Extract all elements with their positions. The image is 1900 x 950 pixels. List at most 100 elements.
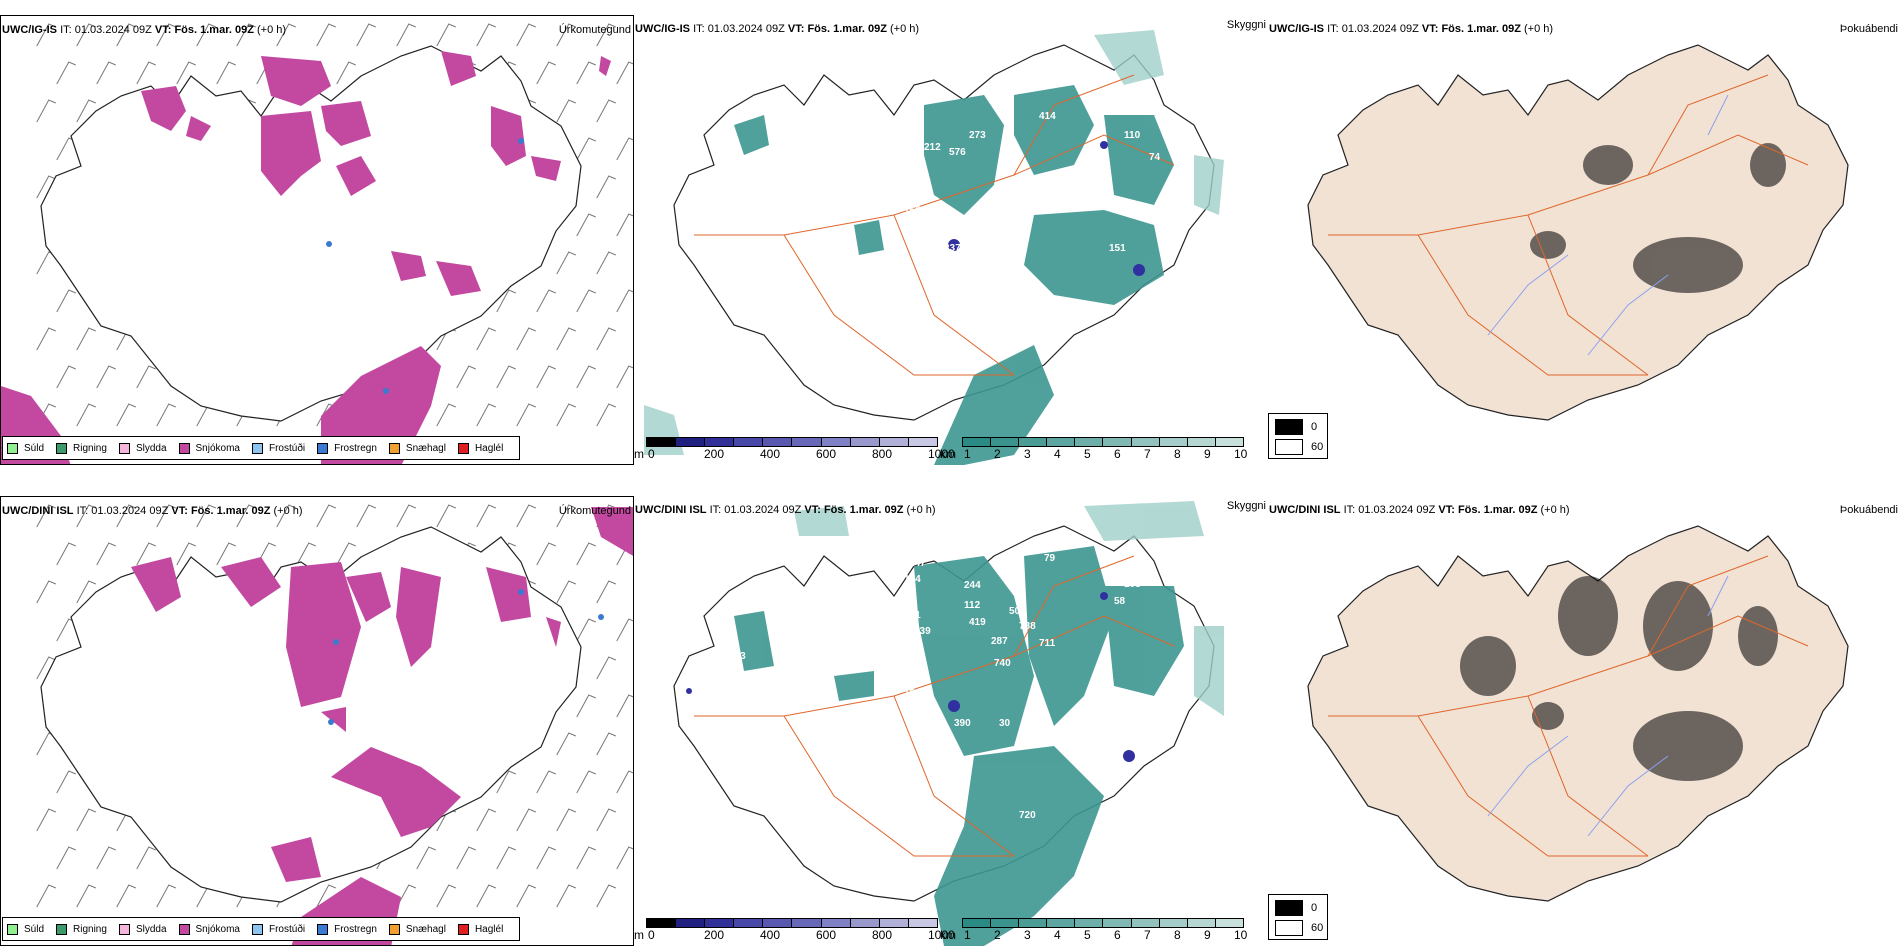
wind-barb (596, 580, 616, 604)
precip-legend-item: Rigning (56, 923, 107, 935)
wind-barb (516, 23, 536, 47)
visibility-value-label: 188 (904, 688, 921, 699)
wind-barb (576, 770, 596, 794)
legend-label: Haglél (474, 442, 504, 454)
wind-barb (616, 365, 633, 389)
legend-swatch (388, 442, 400, 454)
colorbar-segment (1047, 438, 1076, 446)
colorbar-tick-label: 1 (964, 447, 971, 461)
precip-legend-item: Frostúði (251, 923, 305, 935)
wind-barb (276, 23, 296, 47)
colorbar-segment (792, 919, 822, 927)
colorbar-segment (821, 919, 851, 927)
wind-barb (536, 365, 556, 389)
wind-barb (36, 808, 56, 832)
fog-mask-label: 60 (1311, 922, 1324, 934)
visibility-value-label: 244 (904, 127, 921, 138)
wind-barb (556, 808, 576, 832)
visibility-value-label: 171 (1004, 241, 1021, 252)
fog-mask-swatch (1275, 419, 1303, 435)
legend-swatch (251, 442, 263, 454)
wind-barb (76, 884, 96, 908)
moderate-visibility-areas (794, 501, 1224, 716)
wind-barb (516, 504, 536, 528)
visibility-value-label: 237 (944, 243, 961, 254)
legend-swatch (56, 923, 68, 935)
wind-barb (596, 808, 616, 832)
wind-barb (516, 884, 536, 908)
colorbar-segment (1103, 919, 1132, 927)
legend-label: Frostregn (334, 923, 377, 935)
colorbar-segment (1103, 438, 1132, 446)
fog-mask-item: 60 (1275, 920, 1323, 936)
wind-barb (616, 694, 633, 718)
legend-swatch (178, 923, 190, 935)
wind-barb (476, 403, 496, 427)
colorbar-segment (1159, 919, 1188, 927)
fog-mask-legend: 0 60 (1268, 894, 1328, 940)
wind-barb (616, 137, 633, 161)
visibility-value-label: 711 (1039, 638, 1056, 649)
legend-label: Frostregn (334, 442, 377, 454)
precip-legend: Súld Rigning Slydda Snjókoma Frostúði Frostre… (2, 436, 521, 460)
colorbar-segment (763, 919, 793, 927)
fog-map-canvas (1307, 525, 1849, 902)
visibility-value-label: 134 (904, 574, 921, 585)
wind-barb (36, 884, 56, 908)
road-network (1328, 74, 1809, 376)
moderate-visibility-areas (644, 30, 1224, 455)
colorbar-tick-label: 600 (816, 447, 837, 461)
wind-barb (356, 23, 376, 47)
visibility-value-label: 576 (949, 147, 966, 158)
colorbar-tick-label: 0 (648, 447, 655, 461)
colorbar-segment (850, 438, 880, 446)
visibility-value-label: 247 (909, 558, 926, 569)
height-colorbar: m 0 200 400 600 800 1000 (634, 918, 955, 942)
wind-barb (276, 504, 296, 528)
iceland-landmass (1307, 44, 1849, 421)
header-info: UWC/DINI ISL IT: 01.03.2024 09Z VT: Fös.… (2, 505, 303, 517)
road-network (694, 74, 1175, 376)
wind-barb (556, 884, 576, 908)
wind-barb (56, 846, 76, 870)
wind-barb (436, 403, 456, 427)
wind-barb (436, 504, 456, 528)
colorbar-segment (1019, 919, 1048, 927)
legend-label: Frostúði (268, 442, 306, 454)
wind-barb (316, 23, 336, 47)
wind-barb (576, 213, 596, 237)
visibility-value-label: 125 (939, 215, 956, 226)
colorbar-tick-label: 7 (1144, 928, 1151, 942)
wind-barb (596, 251, 616, 275)
colorbar-segment (850, 919, 880, 927)
colorbar-unit: m (634, 928, 644, 942)
colorbar-tick-label: 2 (994, 928, 1001, 942)
wind-barb (556, 23, 576, 47)
precip-legend: Súld Rigning Slydda Snjókoma Frostúði Frostre… (2, 917, 521, 941)
wind-barb (576, 289, 596, 313)
visibility-value-label: 112 (964, 600, 981, 611)
legend-label: Súld (24, 923, 45, 935)
wind-barb (556, 580, 576, 604)
precip-legend-item: Snæhagl (388, 923, 446, 935)
wind-barb (456, 846, 476, 870)
panel-title: Þokuábendi (1839, 23, 1898, 35)
wind-barb (176, 61, 196, 85)
visibility-value-label: 139 (914, 626, 931, 637)
legend-label: Rigning (73, 923, 107, 935)
colorbar-segment (991, 438, 1020, 446)
visibility-value-label: 244 (964, 580, 981, 591)
wind-barb (116, 403, 136, 427)
wind-barb (576, 365, 596, 389)
wind-barb (76, 580, 96, 604)
river-network (1487, 575, 1729, 837)
wind-barb (496, 365, 516, 389)
visibility-value-label: 146 (1114, 722, 1131, 733)
colorbar-unit: km (940, 928, 956, 942)
wind-barb (236, 23, 256, 47)
legend-swatch (388, 923, 400, 935)
wind-barb (76, 808, 96, 832)
height-colorbar: m 0 200 400 600 800 1000 (634, 437, 955, 461)
legend-label: Súld (24, 442, 45, 454)
